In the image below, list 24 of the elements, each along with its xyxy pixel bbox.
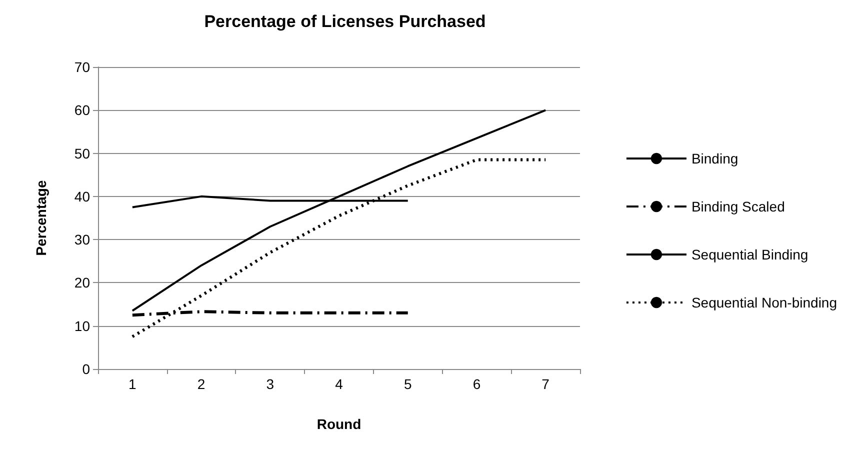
- x-tick-label: 3: [266, 376, 274, 392]
- legend-label: Sequential Binding: [691, 246, 808, 262]
- legend-label: Binding: [691, 150, 738, 166]
- y-axis-title: Percentage: [33, 180, 49, 256]
- y-tick-label: 10: [74, 318, 90, 334]
- legend-label: Sequential Non-binding: [691, 294, 838, 310]
- y-tick-label: 0: [82, 361, 90, 377]
- x-tick-label: 4: [335, 376, 344, 392]
- chart-title: Percentage of Licenses Purchased: [204, 12, 486, 31]
- y-tick-label: 70: [74, 59, 90, 75]
- line-series: [131, 109, 547, 312]
- y-tick-label: 60: [74, 102, 90, 118]
- legend-label: Binding Scaled: [691, 198, 785, 214]
- y-tick-label: 50: [74, 145, 90, 162]
- y-tick-label: 20: [74, 274, 90, 291]
- y-tick-label: 30: [74, 232, 90, 248]
- x-tick-label: 2: [197, 376, 206, 392]
- x-axis-title: Round: [316, 416, 362, 432]
- x-tick-label: 7: [542, 376, 550, 392]
- x-tick-label: 5: [404, 376, 412, 392]
- x-tick-label: 6: [472, 376, 481, 392]
- x-tick-label: 1: [128, 376, 137, 392]
- y-tick-label: 40: [74, 188, 90, 204]
- line-series: [130, 158, 548, 338]
